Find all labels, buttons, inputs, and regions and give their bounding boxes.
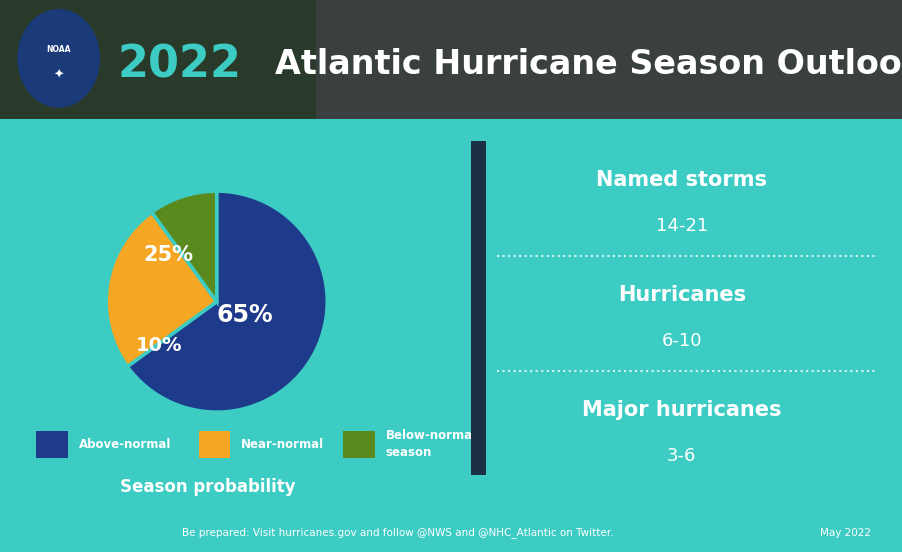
- Text: Atlantic Hurricane Season Outlook: Atlantic Hurricane Season Outlook: [275, 49, 902, 81]
- Text: May 2022: May 2022: [820, 528, 870, 538]
- Wedge shape: [152, 191, 216, 301]
- Text: Below-normal: Below-normal: [385, 429, 476, 442]
- Bar: [0, 0, 316, 130]
- Bar: [471, 141, 485, 475]
- Text: Hurricanes: Hurricanes: [617, 285, 745, 305]
- Text: Near-normal: Near-normal: [241, 438, 324, 451]
- Text: Season probability: Season probability: [120, 477, 295, 496]
- Bar: [36, 431, 68, 458]
- Text: season: season: [385, 446, 431, 459]
- Text: 6-10: 6-10: [661, 332, 701, 350]
- Text: Major hurricanes: Major hurricanes: [582, 400, 780, 420]
- Bar: [316, 0, 902, 130]
- Text: 14-21: 14-21: [655, 216, 707, 235]
- Text: Be prepared: Visit hurricanes.gov and follow @NWS and @NHC_Atlantic on Twitter.: Be prepared: Visit hurricanes.gov and fo…: [181, 527, 612, 538]
- Wedge shape: [127, 191, 327, 412]
- Text: ✦: ✦: [53, 69, 64, 82]
- Text: 2022: 2022: [117, 44, 241, 86]
- Text: 3-6: 3-6: [667, 447, 695, 465]
- Ellipse shape: [18, 10, 99, 107]
- Text: Above-normal: Above-normal: [78, 438, 170, 451]
- Bar: [0, 119, 902, 130]
- Text: Named storms: Named storms: [595, 169, 767, 189]
- Text: 10%: 10%: [136, 336, 182, 355]
- Bar: [198, 431, 230, 458]
- Text: NOAA: NOAA: [46, 45, 71, 54]
- Text: 65%: 65%: [216, 303, 272, 327]
- Wedge shape: [106, 212, 216, 367]
- Text: 25%: 25%: [143, 245, 193, 265]
- Bar: [343, 431, 374, 458]
